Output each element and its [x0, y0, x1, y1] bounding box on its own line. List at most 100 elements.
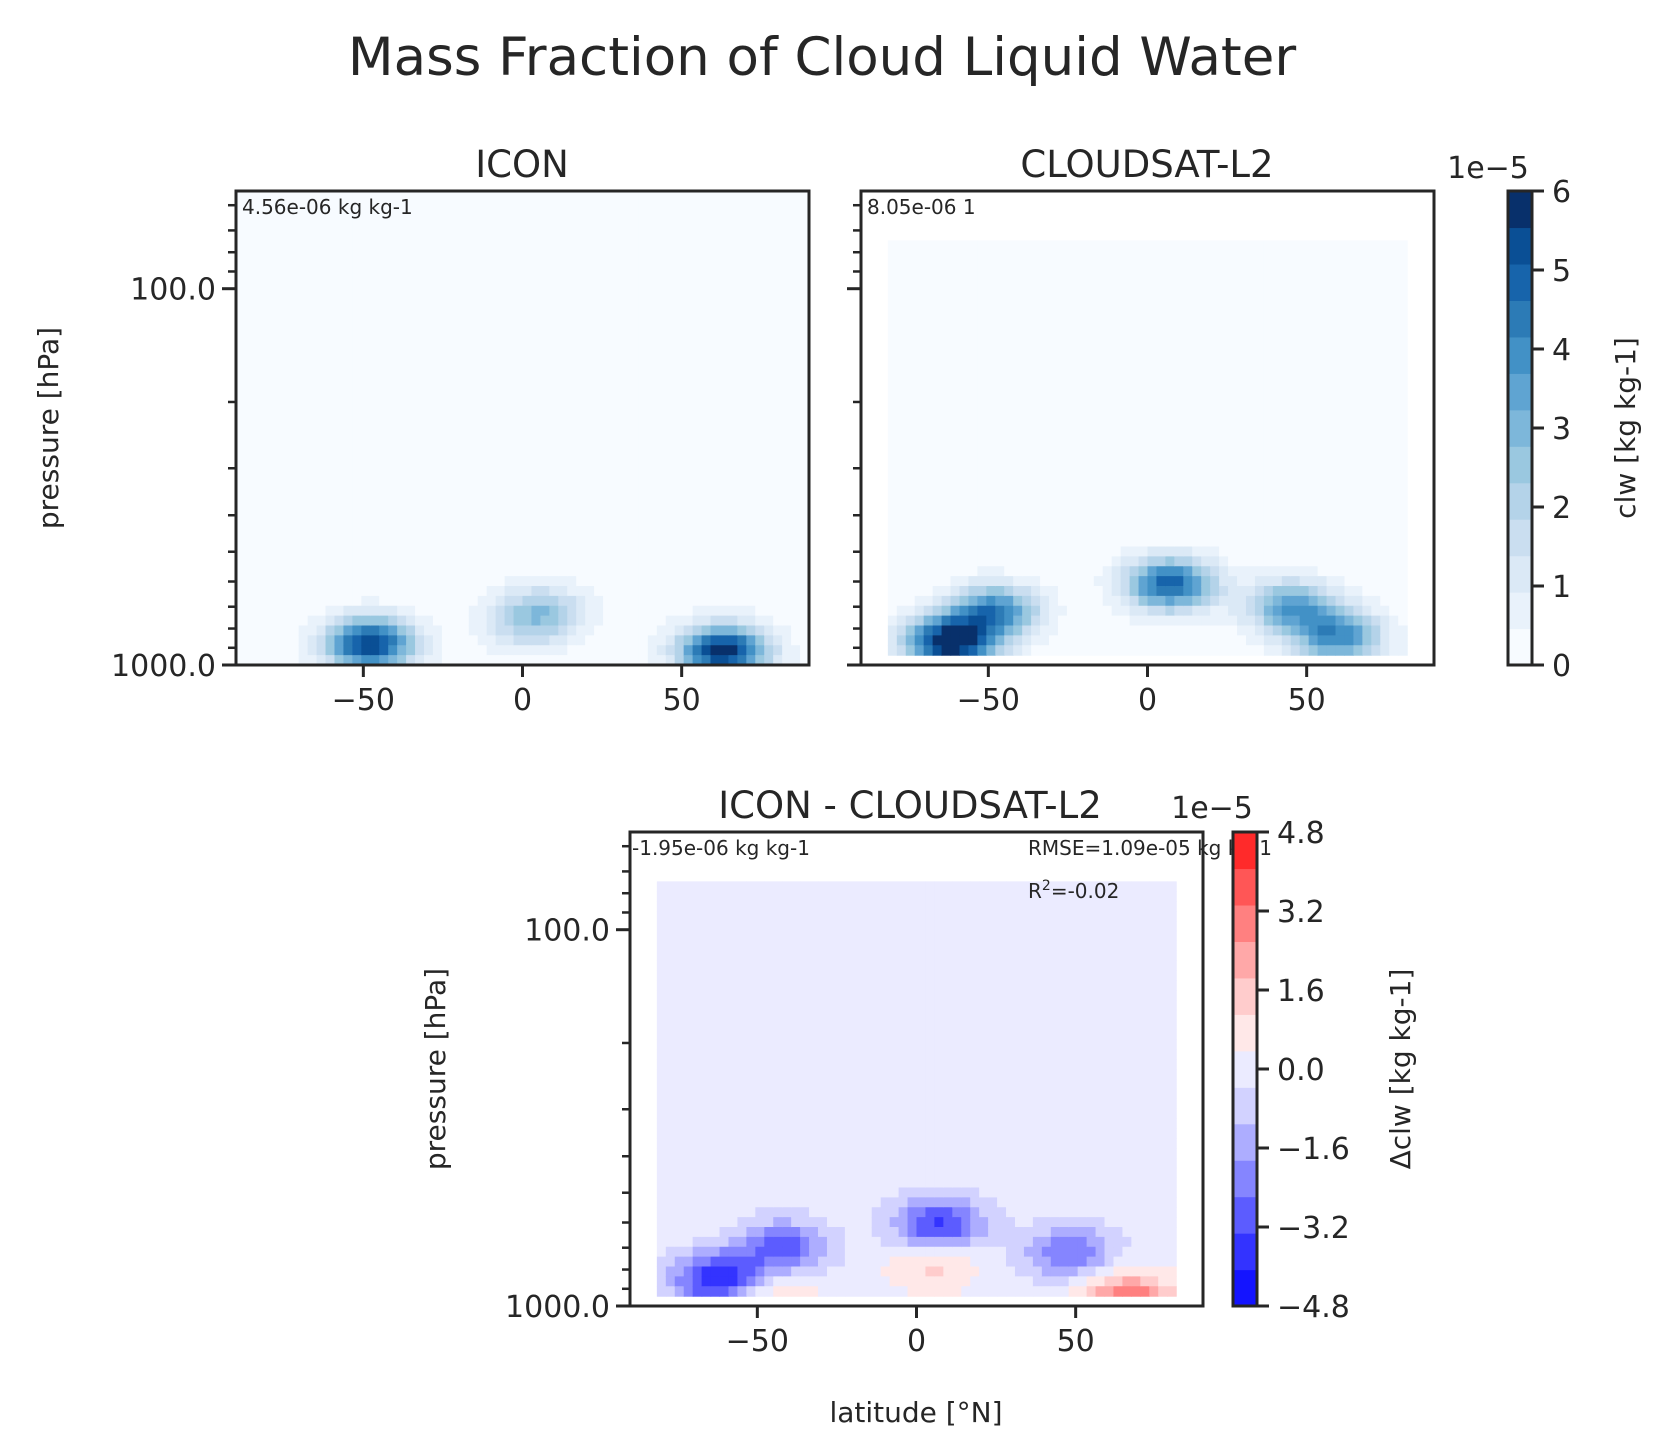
contour-cell: [782, 240, 792, 251]
contour-cell: [253, 299, 264, 311]
contour-cell: [710, 428, 721, 439]
contour-cell: [629, 655, 640, 665]
contour-cell: [1129, 309, 1140, 320]
contour-cell: [977, 388, 987, 399]
contour-cell: [692, 586, 703, 597]
contour-cell: [887, 437, 898, 449]
contour-cell: [585, 536, 595, 548]
contour-cell: [1147, 408, 1158, 419]
contour-cell: [1004, 457, 1014, 469]
contour-cell: [477, 388, 488, 399]
contour-cell: [941, 586, 952, 597]
contour-cell: [415, 536, 425, 548]
contour-cell: [567, 477, 577, 488]
contour-cell: [450, 329, 461, 340]
contour-cell: [665, 645, 676, 656]
contour-cell: [746, 339, 756, 350]
contour-cell: [746, 516, 756, 528]
contour-cell: [968, 378, 978, 390]
contour-cell: [1013, 270, 1023, 281]
contour-cell: [683, 408, 694, 419]
contour-cell: [905, 309, 916, 320]
contour-cell: [424, 477, 434, 488]
contour-cell: [1004, 270, 1014, 281]
contour-cell: [486, 210, 497, 222]
contour-cell: [773, 487, 783, 498]
contour-cell: [986, 605, 996, 617]
contour-cell: [576, 240, 586, 251]
contour-cell: [995, 467, 1005, 478]
contour-cell: [513, 447, 524, 459]
contour-cell: [1066, 378, 1077, 390]
contour-cell: [737, 605, 747, 617]
contour-cell: [791, 309, 801, 320]
contour-cell: [782, 655, 792, 665]
contour-cell: [1174, 625, 1184, 636]
contour-cell: [959, 635, 970, 646]
contour-cell: [1049, 309, 1059, 320]
contour-cell: [1031, 408, 1041, 419]
contour-cell: [477, 467, 488, 478]
contour-cell: [977, 289, 987, 301]
contour-cell: [415, 378, 425, 390]
contour-cell: [620, 526, 631, 538]
contour-cell: [647, 457, 658, 469]
contour-cell: [495, 388, 506, 399]
contour-cell: [647, 220, 658, 232]
contour-cell: [531, 329, 542, 340]
contour-cell: [334, 339, 345, 350]
contour-cell: [1031, 497, 1041, 508]
contour-cell: [271, 615, 282, 627]
contour-cell: [941, 605, 952, 617]
contour-cell: [638, 605, 649, 617]
contour-cell: [236, 546, 246, 557]
contour-cell: [522, 250, 533, 261]
contour-cell: [923, 368, 934, 380]
contour-cell: [1219, 635, 1229, 646]
contour-cell: [1138, 437, 1149, 449]
contour-cell: [594, 605, 604, 617]
contour-cell: [950, 437, 961, 449]
contour-cell: [746, 358, 756, 370]
contour-cell: [289, 536, 300, 548]
contour-cell: [1093, 526, 1104, 538]
contour-cell: [441, 200, 452, 212]
contour-cell: [923, 635, 934, 646]
contour-cell: [995, 576, 1005, 587]
contour-cell: [1281, 586, 1292, 597]
contour-cell: [773, 388, 783, 399]
contour-cell: [343, 507, 353, 518]
contour-cell: [710, 546, 721, 557]
contour-cell: [950, 368, 961, 380]
contour-cell: [486, 319, 497, 330]
contour-cell: [576, 467, 586, 478]
contour-cell: [343, 408, 353, 419]
contour-cell: [1174, 358, 1184, 370]
contour-cell: [236, 566, 246, 577]
contour-cell: [388, 595, 398, 607]
contour-cell: [612, 279, 622, 291]
contour-cell: [1183, 398, 1193, 409]
contour-cell: [638, 398, 649, 409]
contour-cell: [1013, 260, 1023, 271]
contour-cell: [791, 428, 801, 439]
contour-cell: [701, 260, 712, 271]
contour-cell: [271, 279, 282, 291]
contour-cell: [1066, 418, 1077, 429]
contour-cell: [244, 279, 255, 291]
contour-cell: [612, 566, 622, 577]
contour-cell: [567, 526, 577, 538]
contour-cell: [1111, 260, 1122, 271]
contour-cell: [764, 250, 774, 261]
contour-cell: [343, 349, 353, 360]
contour-cell: [415, 625, 425, 636]
contour-cell: [1084, 270, 1095, 281]
contour-cell: [1093, 595, 1104, 607]
contour-cell: [1040, 309, 1050, 320]
contour-cell: [594, 270, 604, 281]
contour-cell: [522, 566, 533, 577]
contour-cell: [1281, 289, 1292, 301]
contour-cell: [1093, 398, 1104, 409]
contour-cell: [728, 477, 738, 488]
contour-cell: [513, 467, 524, 478]
